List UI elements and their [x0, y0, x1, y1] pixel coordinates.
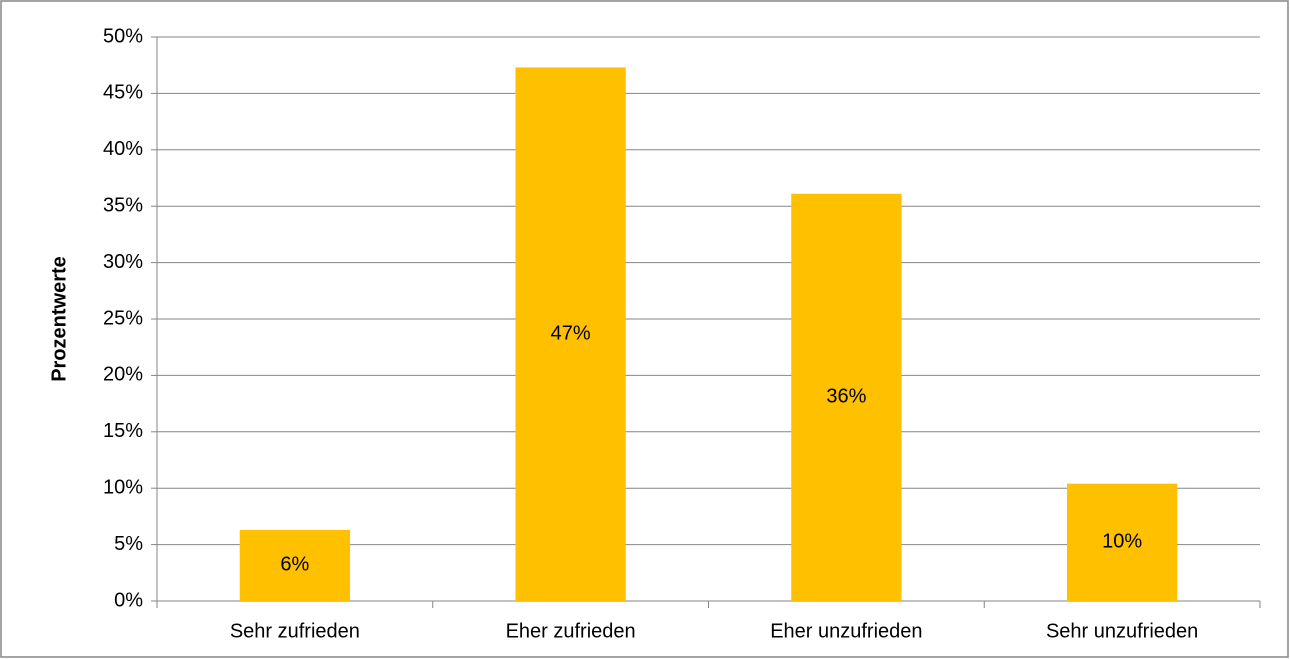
- data-label: 47%: [551, 323, 591, 345]
- x-tick-label: Sehr unzufrieden: [1046, 620, 1198, 642]
- bar: [239, 529, 351, 601]
- y-tick-label: 0%: [114, 589, 143, 611]
- bar: [515, 67, 626, 602]
- y-tick-label: 50%: [103, 25, 143, 47]
- data-label: 6%: [280, 554, 309, 576]
- y-tick-label: 30%: [103, 251, 143, 273]
- data-label: 10%: [1102, 531, 1142, 553]
- y-tick-label: 40%: [103, 138, 143, 160]
- y-tick-label: 45%: [103, 82, 143, 104]
- x-tick-label: Eher zufrieden: [506, 620, 636, 642]
- bar: [1066, 483, 1178, 601]
- x-tick-label: Eher unzufrieden: [770, 620, 922, 642]
- y-tick-label: 15%: [103, 420, 143, 442]
- data-label: 36%: [826, 386, 866, 408]
- bar: [791, 193, 902, 602]
- y-axis-title: Prozentwerte: [48, 256, 70, 382]
- y-tick-label: 20%: [103, 364, 143, 386]
- x-tick-label: Sehr zufrieden: [230, 620, 360, 642]
- y-tick-label: 35%: [103, 194, 143, 216]
- y-tick-label: 5%: [114, 533, 143, 555]
- y-tick-label: 25%: [103, 307, 143, 329]
- y-tick-label: 10%: [103, 476, 143, 498]
